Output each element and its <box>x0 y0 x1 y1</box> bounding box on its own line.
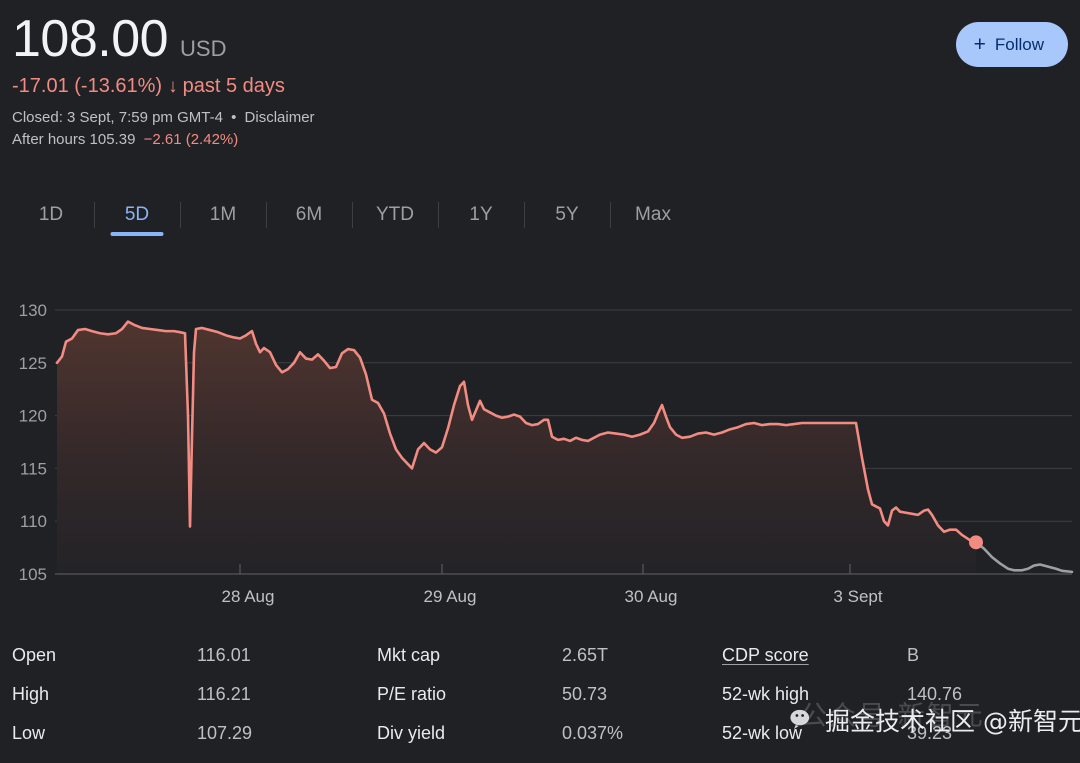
stat-value-cdp-score: B <box>907 645 920 665</box>
stat-label-pe-ratio: P/E ratio <box>377 684 447 704</box>
stat-value-52wk-low: 39.23 <box>907 723 953 743</box>
disclaimer-link[interactable]: Disclaimer <box>244 109 315 126</box>
chart-price-line <box>55 320 1074 574</box>
chart-area-fill <box>57 321 976 574</box>
stat-value-52wk-high: 140.76 <box>907 684 963 704</box>
stats-table: Open High Low 116.01 116.21 107.29 Mkt c… <box>12 636 1068 753</box>
price-row: 108.00 USD <box>12 10 1068 68</box>
price-change-row: -17.01 (-13.61%) ↓ past 5 days <box>12 75 1068 98</box>
after-hours-row: After hours 105.39 −2.61 (2.42%) <box>12 131 1068 148</box>
follow-button-label: Follow <box>994 34 1044 54</box>
chart-x-axis <box>55 564 1072 575</box>
tab-5d[interactable]: 5D <box>94 196 180 240</box>
stat-label-high: High <box>12 684 50 704</box>
stats-column-2: Mkt cap P/E ratio Div yield 2.65T 50.73 … <box>377 636 722 753</box>
after-hours-price: After hours 105.39 <box>12 131 136 148</box>
svg-text:29 Aug: 29 Aug <box>424 587 477 606</box>
svg-text:125: 125 <box>19 354 47 373</box>
stat-label-open: Open <box>12 645 57 665</box>
tab-1y[interactable]: 1Y <box>438 196 524 240</box>
stat-value-open: 116.01 <box>197 645 251 665</box>
market-status-row: Closed: 3 Sept, 7:59 pm GMT-4 • Disclaim… <box>12 109 1068 126</box>
price-change-period: past 5 days <box>182 75 285 97</box>
separator-dot: • <box>231 109 237 126</box>
currency-label: USD <box>180 36 227 61</box>
tab-5y[interactable]: 5Y <box>524 196 610 240</box>
tab-1m[interactable]: 1M <box>180 196 266 240</box>
plus-icon: + <box>973 33 986 56</box>
stat-label-div-yield: Div yield <box>377 723 446 743</box>
stats-column-1: Open High Low 116.01 116.21 107.29 <box>12 636 377 753</box>
tab-1d[interactable]: 1D <box>8 196 94 240</box>
follow-button[interactable]: + Follow <box>955 22 1068 67</box>
tab-6m[interactable]: 6M <box>266 196 352 240</box>
stat-value-div-yield: 0.037% <box>562 723 624 743</box>
svg-text:105: 105 <box>19 565 47 584</box>
svg-text:130: 130 <box>19 301 47 320</box>
price-change-value: -17.01 (-13.61%) <box>12 75 163 97</box>
chart-x-axis-labels: 28 Aug 29 Aug 30 Aug 3 Sept <box>222 587 883 606</box>
stat-value-mkt-cap: 2.65T <box>562 645 609 665</box>
chart-last-price-marker <box>969 535 983 550</box>
stats-column-3: CDP score 52-wk high 52-wk low B 140.76 … <box>722 636 1062 753</box>
tab-ytd[interactable]: YTD <box>352 196 438 240</box>
stat-label-52wk-high: 52-wk high <box>722 684 810 704</box>
svg-text:110: 110 <box>20 512 47 531</box>
stat-value-low: 107.29 <box>197 723 253 743</box>
svg-text:30 Aug: 30 Aug <box>625 587 678 606</box>
chart-y-axis-labels: 130 125 120 115 110 105 <box>19 301 47 584</box>
svg-text:28 Aug: 28 Aug <box>222 587 275 606</box>
stat-label-mkt-cap: Mkt cap <box>377 645 441 665</box>
range-tabs: 1D 5D 1M 6M YTD 1Y 5Y Max <box>8 196 696 240</box>
svg-text:115: 115 <box>20 459 47 478</box>
price-chart[interactable]: 130 125 120 115 110 105 28 Aug 29 Aug 30 Aug 3 S… <box>0 272 1080 622</box>
quote-header: 108.00 USD -17.01 (-13.61%) ↓ past 5 day… <box>12 10 1068 148</box>
arrow-down-icon: ↓ <box>168 75 178 97</box>
svg-text:120: 120 <box>19 407 47 426</box>
tab-max[interactable]: Max <box>610 196 696 240</box>
current-price: 108.00 <box>12 10 169 68</box>
stat-label-low: Low <box>12 723 46 743</box>
svg-text:3 Sept: 3 Sept <box>833 587 882 606</box>
closed-timestamp: Closed: 3 Sept, 7:59 pm GMT-4 <box>12 109 223 126</box>
stat-value-pe-ratio: 50.73 <box>562 684 608 704</box>
stat-label-cdp-score[interactable]: CDP score <box>722 645 809 665</box>
price-chart-svg[interactable]: 130 125 120 115 110 105 28 Aug 29 Aug 30 Aug 3 S… <box>0 272 1080 622</box>
stat-value-high: 116.21 <box>197 684 251 704</box>
stat-label-52wk-low: 52-wk low <box>722 723 803 743</box>
after-hours-change: −2.61 (2.42%) <box>143 131 239 148</box>
